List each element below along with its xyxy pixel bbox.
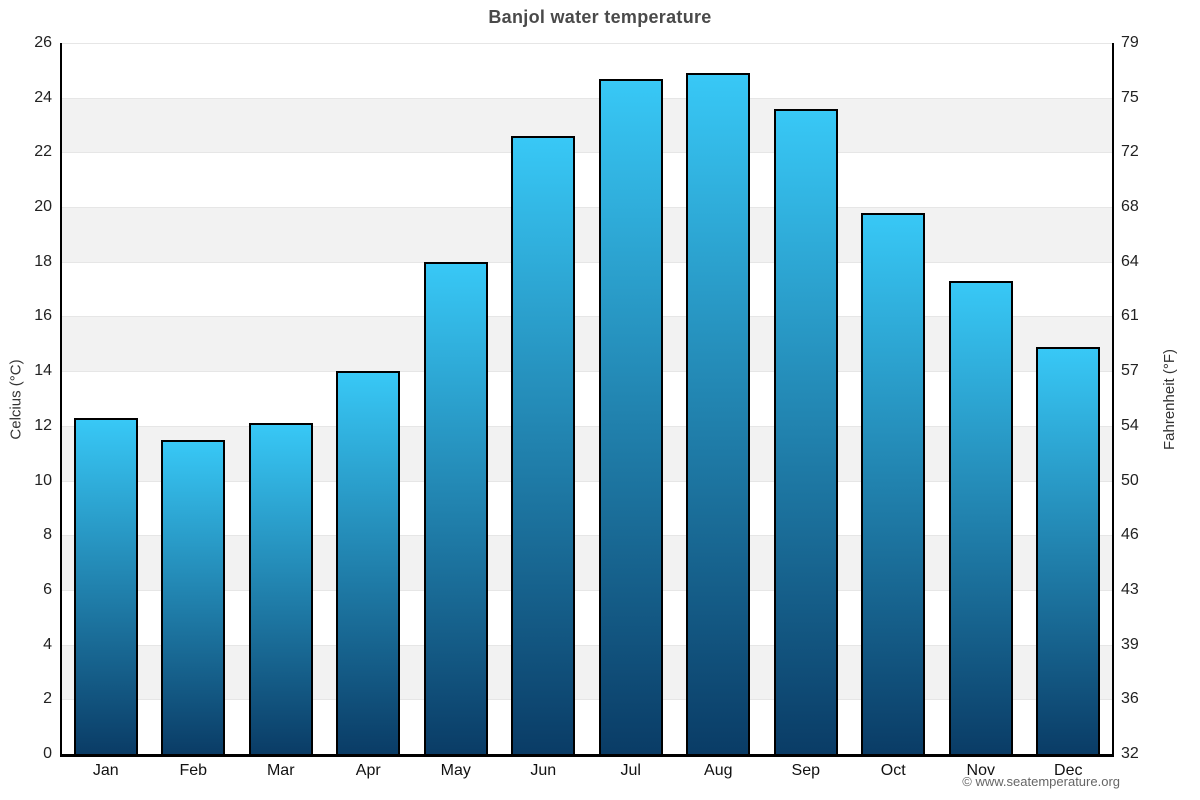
temperature-bar-sep[interactable] [773, 108, 838, 754]
bar-slot-jun [500, 43, 588, 754]
celsius-tick-16: 16 [34, 307, 52, 325]
celsius-tick-8: 8 [43, 526, 52, 544]
celsius-tick-24: 24 [34, 88, 52, 106]
fahrenheit-tick-39: 39 [1121, 635, 1139, 653]
temperature-bar-jul[interactable] [598, 78, 663, 754]
fahrenheit-tick-79: 79 [1121, 34, 1139, 51]
copyright-credit-link[interactable]: © www.seatemperature.org [962, 774, 1120, 789]
fahrenheit-tick-54: 54 [1121, 416, 1139, 434]
month-label-feb: Feb [179, 762, 208, 779]
plot-band-2-4 [62, 644, 1112, 700]
plot-band-18-20 [62, 207, 1112, 262]
gridline-6 [62, 589, 1112, 591]
fahrenheit-tick-50: 50 [1121, 471, 1139, 489]
temperature-bar-nov[interactable] [948, 280, 1013, 754]
fahrenheit-tick-57: 57 [1121, 362, 1139, 380]
month-label-jun: Jun [530, 762, 557, 779]
celsius-tick-10: 10 [34, 471, 52, 489]
celsius-tick-22: 22 [34, 143, 52, 161]
fahrenheit-tick-43: 43 [1121, 580, 1139, 598]
gridline-4 [62, 644, 1112, 646]
gridline-20 [62, 207, 1112, 209]
temperature-bar-may[interactable] [423, 261, 488, 754]
plot-band-22-24 [62, 97, 1112, 153]
fahrenheit-tick-75: 75 [1121, 88, 1139, 106]
gridline-8 [62, 535, 1112, 537]
plot-band-12-14 [62, 371, 1112, 426]
gridline-16 [62, 316, 1112, 318]
celsius-tick-20: 20 [34, 198, 52, 216]
month-label-jan: Jan [92, 762, 119, 779]
fahrenheit-tick-46: 46 [1121, 526, 1139, 544]
temperature-bar-mar[interactable] [248, 423, 313, 754]
gridline-2 [62, 699, 1112, 701]
fahrenheit-tick-36: 36 [1121, 690, 1139, 708]
month-label-aug: Aug [704, 762, 733, 779]
gridline-12 [62, 425, 1112, 427]
temperature-bar-jan[interactable] [73, 417, 138, 754]
bar-slot-mar [237, 43, 325, 754]
plot-area [60, 43, 1114, 757]
month-label-may: May [440, 762, 471, 779]
fahrenheit-tick-68: 68 [1121, 198, 1139, 216]
month-label-oct: Oct [880, 762, 906, 779]
celsius-tick-0: 0 [43, 745, 52, 762]
plot-band-0-2 [62, 699, 1112, 754]
celsius-tick-14: 14 [34, 362, 52, 380]
month-label-apr: Apr [355, 762, 381, 779]
plot-band-16-18 [62, 261, 1112, 317]
bar-series [62, 43, 1112, 754]
bar-slot-oct [850, 43, 938, 754]
month-label-jul: Jul [620, 762, 641, 779]
celsius-tick-12: 12 [34, 416, 52, 434]
plot-band-6-8 [62, 535, 1112, 590]
bar-slot-feb [150, 43, 238, 754]
plot-band-8-10 [62, 480, 1112, 536]
bar-slot-nov [937, 43, 1025, 754]
celsius-tick-18: 18 [34, 252, 52, 270]
fahrenheit-tick-64: 64 [1121, 252, 1139, 270]
temperature-bar-apr[interactable] [336, 371, 401, 754]
gridline-10 [62, 480, 1112, 482]
month-label-dec: Dec [1054, 762, 1083, 779]
fahrenheit-tick-32: 32 [1121, 745, 1139, 762]
plot-band-14-16 [62, 316, 1112, 372]
fahrenheit-tick-72: 72 [1121, 143, 1139, 161]
plot-band-4-6 [62, 589, 1112, 645]
temperature-bar-dec[interactable] [1036, 346, 1101, 754]
month-label-sep: Sep [791, 762, 820, 779]
bar-slot-jan [62, 43, 150, 754]
plot-band-20-22 [62, 152, 1112, 208]
gridline-26 [62, 43, 1112, 44]
gridline-14 [62, 371, 1112, 373]
plot-band-10-12 [62, 425, 1112, 481]
fahrenheit-tick-61: 61 [1121, 307, 1139, 325]
month-label-nov: Nov [966, 762, 995, 779]
temperature-bar-aug[interactable] [686, 73, 751, 754]
gridline-22 [62, 152, 1112, 154]
month-label-mar: Mar [266, 762, 295, 779]
temperature-bar-jun[interactable] [511, 135, 576, 754]
bar-slot-jul [587, 43, 675, 754]
bar-slot-aug [675, 43, 763, 754]
chart-title: Banjol water temperature [488, 7, 712, 27]
bar-slot-may [412, 43, 500, 754]
celsius-tick-26: 26 [34, 34, 52, 51]
temperature-bar-feb[interactable] [161, 439, 226, 754]
gridline-18 [62, 261, 1112, 263]
celsius-tick-4: 4 [43, 635, 52, 653]
temperature-bar-oct[interactable] [861, 212, 926, 754]
gridline-24 [62, 97, 1112, 99]
bar-slot-sep [762, 43, 850, 754]
plot-band-24-26 [62, 43, 1112, 98]
bar-slot-dec [1025, 43, 1113, 754]
celsius-tick-6: 6 [43, 580, 52, 598]
bar-slot-apr [325, 43, 413, 754]
celsius-tick-2: 2 [43, 690, 52, 708]
